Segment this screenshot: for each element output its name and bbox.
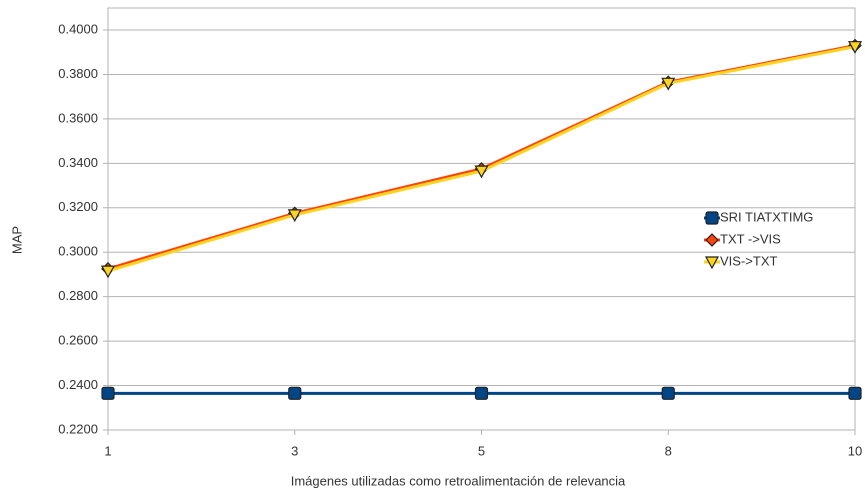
marker (661, 77, 676, 91)
y-tick-label: 0.3200 (58, 199, 98, 214)
y-tick-label: 0.2200 (58, 421, 98, 436)
marker (287, 209, 302, 223)
y-tick-label: 0.3600 (58, 110, 98, 125)
y-tick-label: 0.2800 (58, 288, 98, 303)
marker (288, 386, 302, 400)
x-axis-label: Imágenes utilizadas como retroalimentaci… (291, 473, 626, 488)
marker (101, 386, 115, 400)
x-tick-label: 10 (848, 443, 862, 458)
marker (848, 386, 862, 400)
x-tick-label: 5 (478, 443, 485, 458)
legend-marker (705, 211, 719, 225)
y-tick-label: 0.3000 (58, 244, 98, 259)
legend-label: VIS->TXT (720, 253, 777, 268)
y-tick-label: 0.2600 (58, 333, 98, 348)
y-tick-label: 0.3400 (58, 155, 98, 170)
x-tick-label: 1 (104, 443, 111, 458)
legend-label: TXT ->VIS (720, 231, 781, 246)
x-tick-label: 8 (665, 443, 672, 458)
x-tick-label: 3 (291, 443, 298, 458)
marker (661, 386, 675, 400)
marker (474, 386, 489, 400)
y-axis-label: MAP (9, 226, 24, 254)
marker (847, 41, 863, 54)
legend-marker (705, 233, 719, 247)
marker (474, 165, 489, 179)
marker (100, 265, 116, 279)
y-tick-label: 0.3800 (58, 66, 98, 81)
legend-marker (704, 256, 720, 270)
y-tick-label: 0.2400 (58, 377, 98, 392)
y-tick-label: 0.4000 (58, 21, 98, 36)
legend-label: SRI TIATXTIMG (720, 209, 813, 224)
